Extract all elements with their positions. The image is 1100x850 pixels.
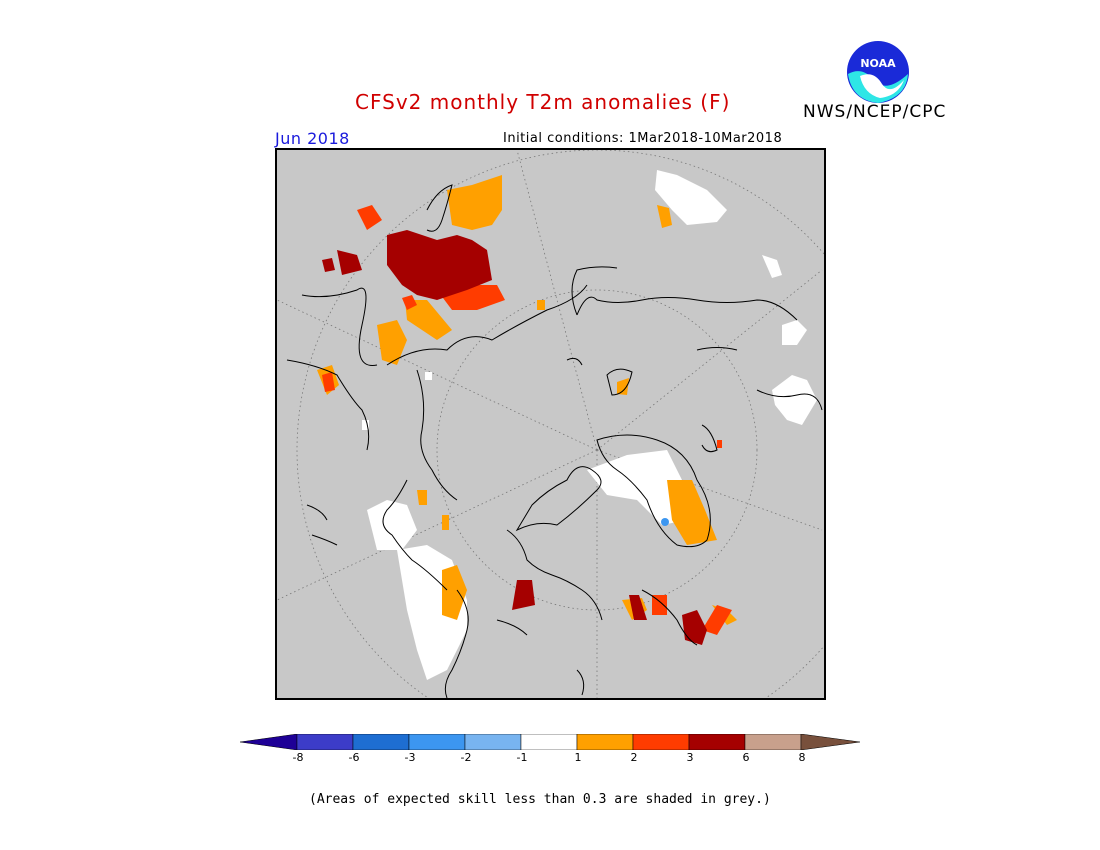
colorbar-cell-minus6-minus3 [352, 734, 410, 750]
colorbar [240, 734, 860, 750]
tick-label: -6 [348, 751, 360, 764]
colorbar-cell-plus3-plus6 [688, 734, 746, 750]
tick-label: -3 [404, 751, 416, 764]
colorbar-cell-plus6-plus8 [744, 734, 802, 750]
coastlines [286, 184, 823, 698]
colorbar-cell-minus3-minus2 [408, 734, 466, 750]
anomaly-blue-areas [661, 518, 669, 526]
anomaly-darkred-areas [322, 230, 707, 645]
tick-label: 8 [798, 751, 806, 764]
tick-label: 3 [686, 751, 694, 764]
agency-label: NWS/NCEP/CPC [803, 102, 947, 122]
colorbar-cell-minus1-plus1 [520, 734, 578, 750]
colorbar-cell-minus2-minus1 [464, 734, 522, 750]
colorbar-cell-minus8-minus6 [296, 734, 354, 750]
colorbar-cell-plus2-plus3 [632, 734, 690, 750]
tick-label: -1 [516, 751, 528, 764]
colorbar-cell-gt-plus8 [800, 734, 860, 750]
noaa-logo: NOAA [846, 40, 910, 104]
polar-map [275, 148, 826, 700]
map-title: CFSv2 monthly T2m anomalies (F) [355, 90, 731, 114]
tick-label: 2 [630, 751, 638, 764]
initial-conditions: Initial conditions: 1Mar2018-10Mar2018 [503, 131, 783, 146]
colorbar-cell-lt-minus8 [240, 734, 298, 750]
colorbar-cell-plus1-plus2 [576, 734, 634, 750]
noaa-logo-text: NOAA [860, 57, 896, 70]
skill-footnote: (Areas of expected skill less than 0.3 a… [309, 792, 771, 807]
anomaly-red-areas [322, 205, 732, 635]
tick-label: -8 [292, 751, 304, 764]
tick-label: 1 [574, 751, 582, 764]
valid-month: Jun 2018 [275, 129, 350, 148]
graticule [277, 150, 824, 698]
tick-label: 6 [742, 751, 750, 764]
colorbar-tick-labels: -8 -6 -3 -2 -1 1 2 3 6 8 [0, 751, 1100, 767]
tick-label: -2 [460, 751, 472, 764]
